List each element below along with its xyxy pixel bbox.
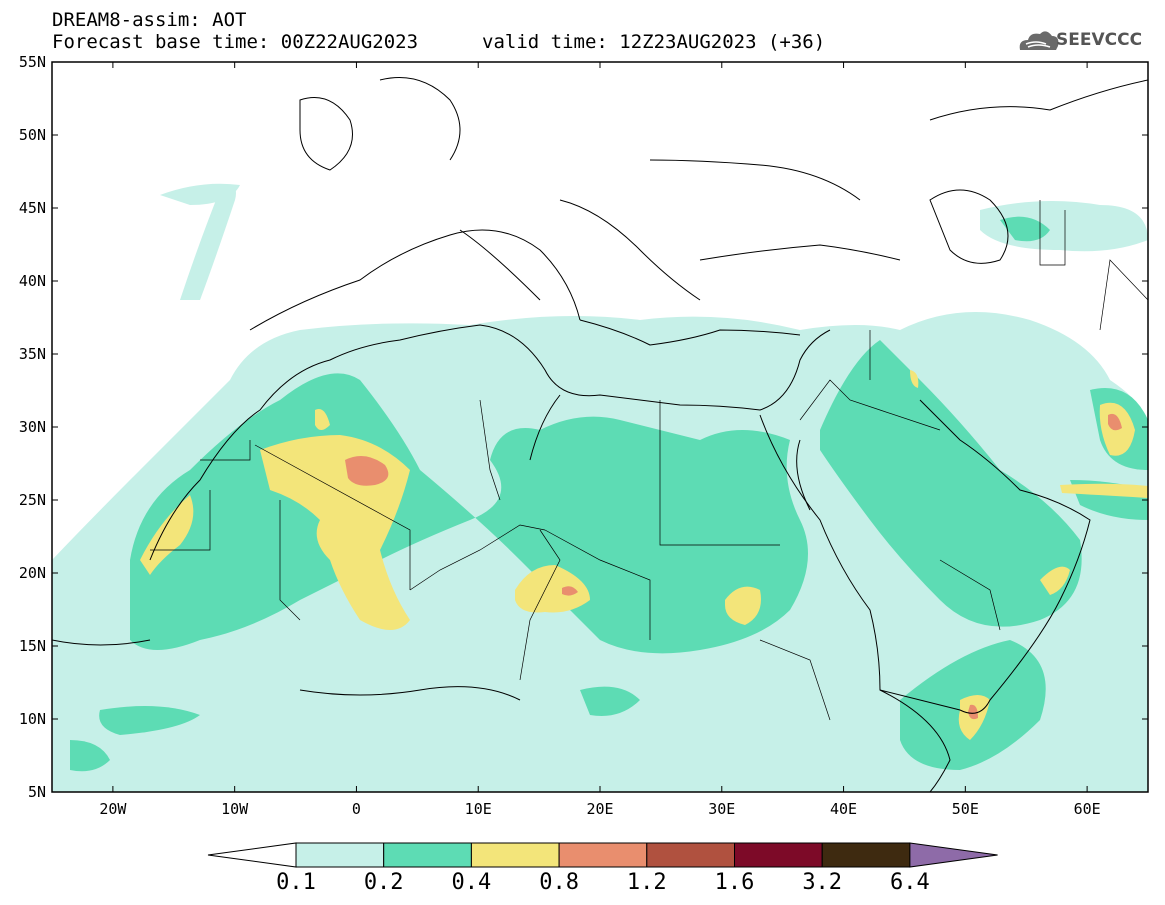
colorbar-label: 1.2 — [626, 870, 667, 895]
coastlines — [52, 77, 1148, 792]
colorbar-label: 0.4 — [451, 870, 492, 895]
colorbar-label: 0.2 — [363, 870, 404, 895]
colorbar-cell — [821, 842, 911, 868]
lat-label: 40N — [18, 272, 46, 290]
lat-label: 5N — [27, 783, 46, 801]
lon-label: 60E — [1073, 800, 1101, 818]
colorbar-arrow-high — [909, 842, 998, 868]
valid-time: valid time: 12Z23AUG2023 (+36) — [482, 31, 826, 53]
lat-label: 50N — [18, 126, 46, 144]
forecast-base-time: Forecast base time: 00Z22AUG2023 — [52, 31, 419, 53]
logo-text: SEEVCCC — [1056, 30, 1143, 50]
lat-label: 30N — [18, 418, 46, 436]
cloud-logo-icon — [1019, 31, 1059, 50]
colorbar-label: 3.2 — [802, 870, 843, 895]
lon-label: 30E — [708, 800, 736, 818]
lon-label: 50E — [951, 800, 979, 818]
map-title: DREAM8-assim: AOT — [52, 9, 247, 31]
country-borders — [150, 200, 1148, 721]
colorbar-label: 0.1 — [276, 870, 316, 895]
lat-label: 15N — [18, 637, 46, 655]
lon-label: 10E — [464, 800, 492, 818]
colorbar-arrow-low — [207, 842, 297, 868]
lat-label: 10N — [18, 710, 46, 728]
colorbar-cell — [734, 842, 823, 868]
colorbar-label: 0.8 — [539, 870, 579, 895]
aot-level-0.8 — [345, 413, 1122, 720]
lat-label: 20N — [18, 564, 46, 582]
lon-label: 40E — [830, 800, 858, 818]
lat-label: 55N — [18, 53, 46, 71]
lat-label: 45N — [18, 199, 46, 217]
colorbar-label: 6.4 — [890, 870, 930, 895]
colorbar-cell — [383, 842, 472, 868]
colorbar-cell — [646, 842, 735, 868]
colorbar-cell — [558, 842, 648, 868]
lon-label: 0 — [351, 800, 361, 818]
lon-label: 20W — [99, 800, 127, 818]
colorbar-cell — [295, 842, 385, 868]
lat-label: 35N — [18, 345, 46, 363]
lon-label: 20E — [586, 800, 614, 818]
lon-label: 10W — [221, 800, 249, 818]
colorbar-label: 1.6 — [714, 870, 755, 895]
colorbar-cell — [470, 842, 560, 868]
lat-label: 25N — [18, 491, 46, 509]
